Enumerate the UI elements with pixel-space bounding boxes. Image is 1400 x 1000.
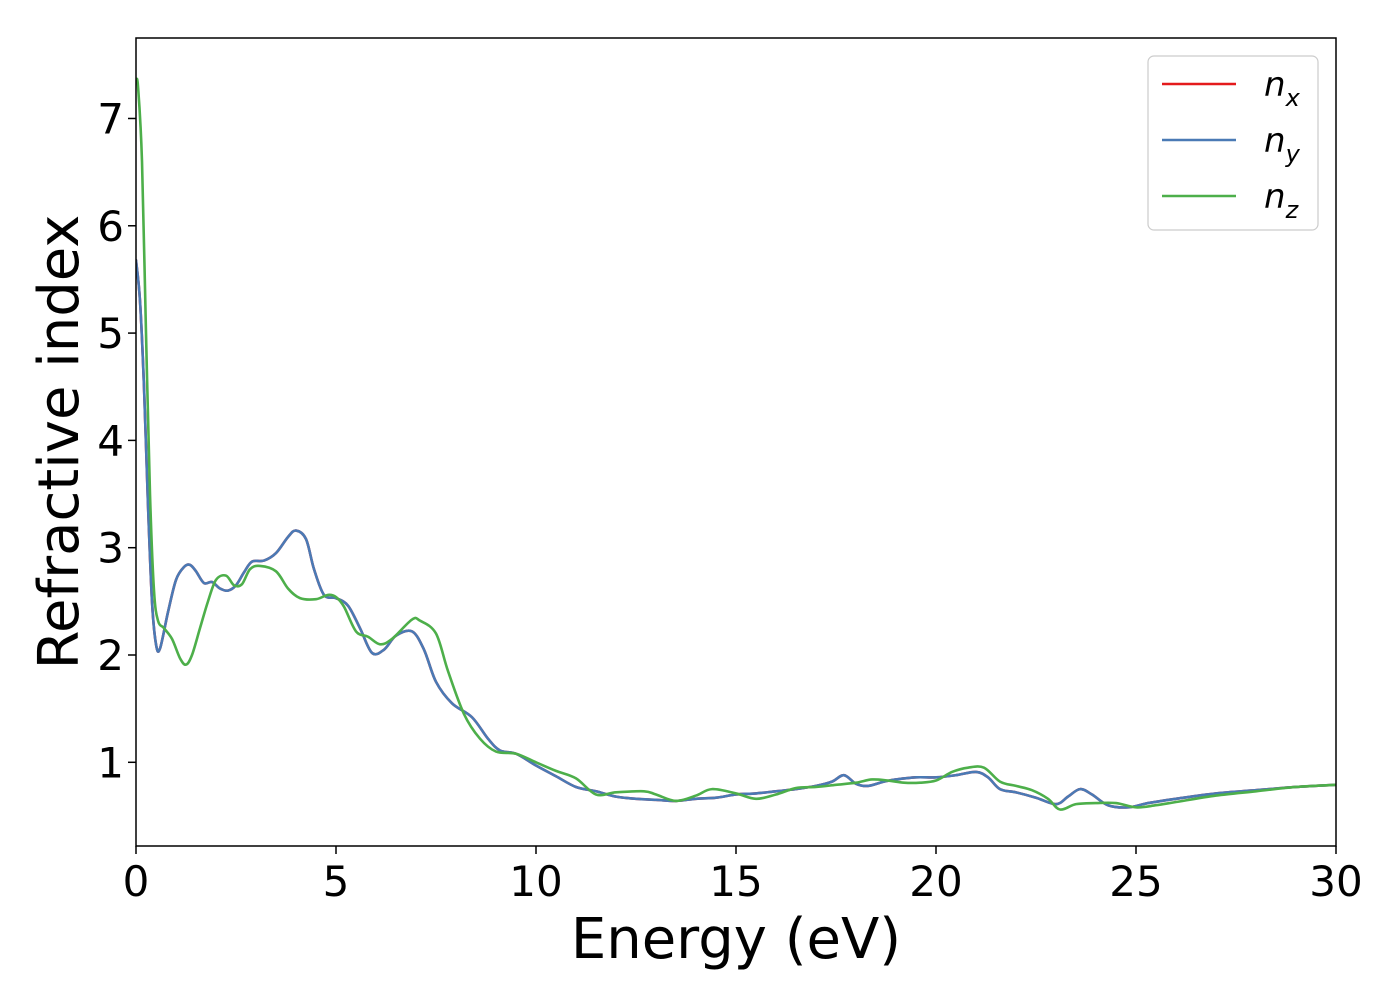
y-tick-label: 5 — [97, 309, 124, 358]
x-tick-label: 0 — [123, 857, 150, 906]
y-tick-label: 7 — [97, 94, 124, 143]
series-line-ny — [136, 258, 1336, 809]
y-tick-label: 6 — [97, 202, 124, 251]
y-tick-label: 1 — [97, 738, 124, 787]
y-tick-label: 4 — [97, 416, 124, 465]
y-tick-label: 3 — [97, 524, 124, 573]
y-tick-label: 2 — [97, 631, 124, 680]
y-axis-title: Refractive index — [27, 215, 92, 670]
y-axis: 1 2 3 4 5 6 7 — [97, 94, 136, 787]
x-tick-label: 10 — [509, 857, 562, 906]
series-line-nz — [136, 77, 1336, 811]
legend-box — [1147, 55, 1319, 231]
x-axis-title: Energy (eV) — [571, 907, 901, 972]
series-layer — [136, 77, 1336, 811]
x-tick-label: 30 — [1309, 857, 1362, 906]
x-tick-label: 5 — [323, 857, 350, 906]
x-axis: 0 5 10 15 20 25 30 — [123, 846, 1363, 906]
x-tick-label: 15 — [709, 857, 762, 906]
x-tick-label: 25 — [1109, 857, 1162, 906]
x-tick-label: 20 — [909, 857, 962, 906]
